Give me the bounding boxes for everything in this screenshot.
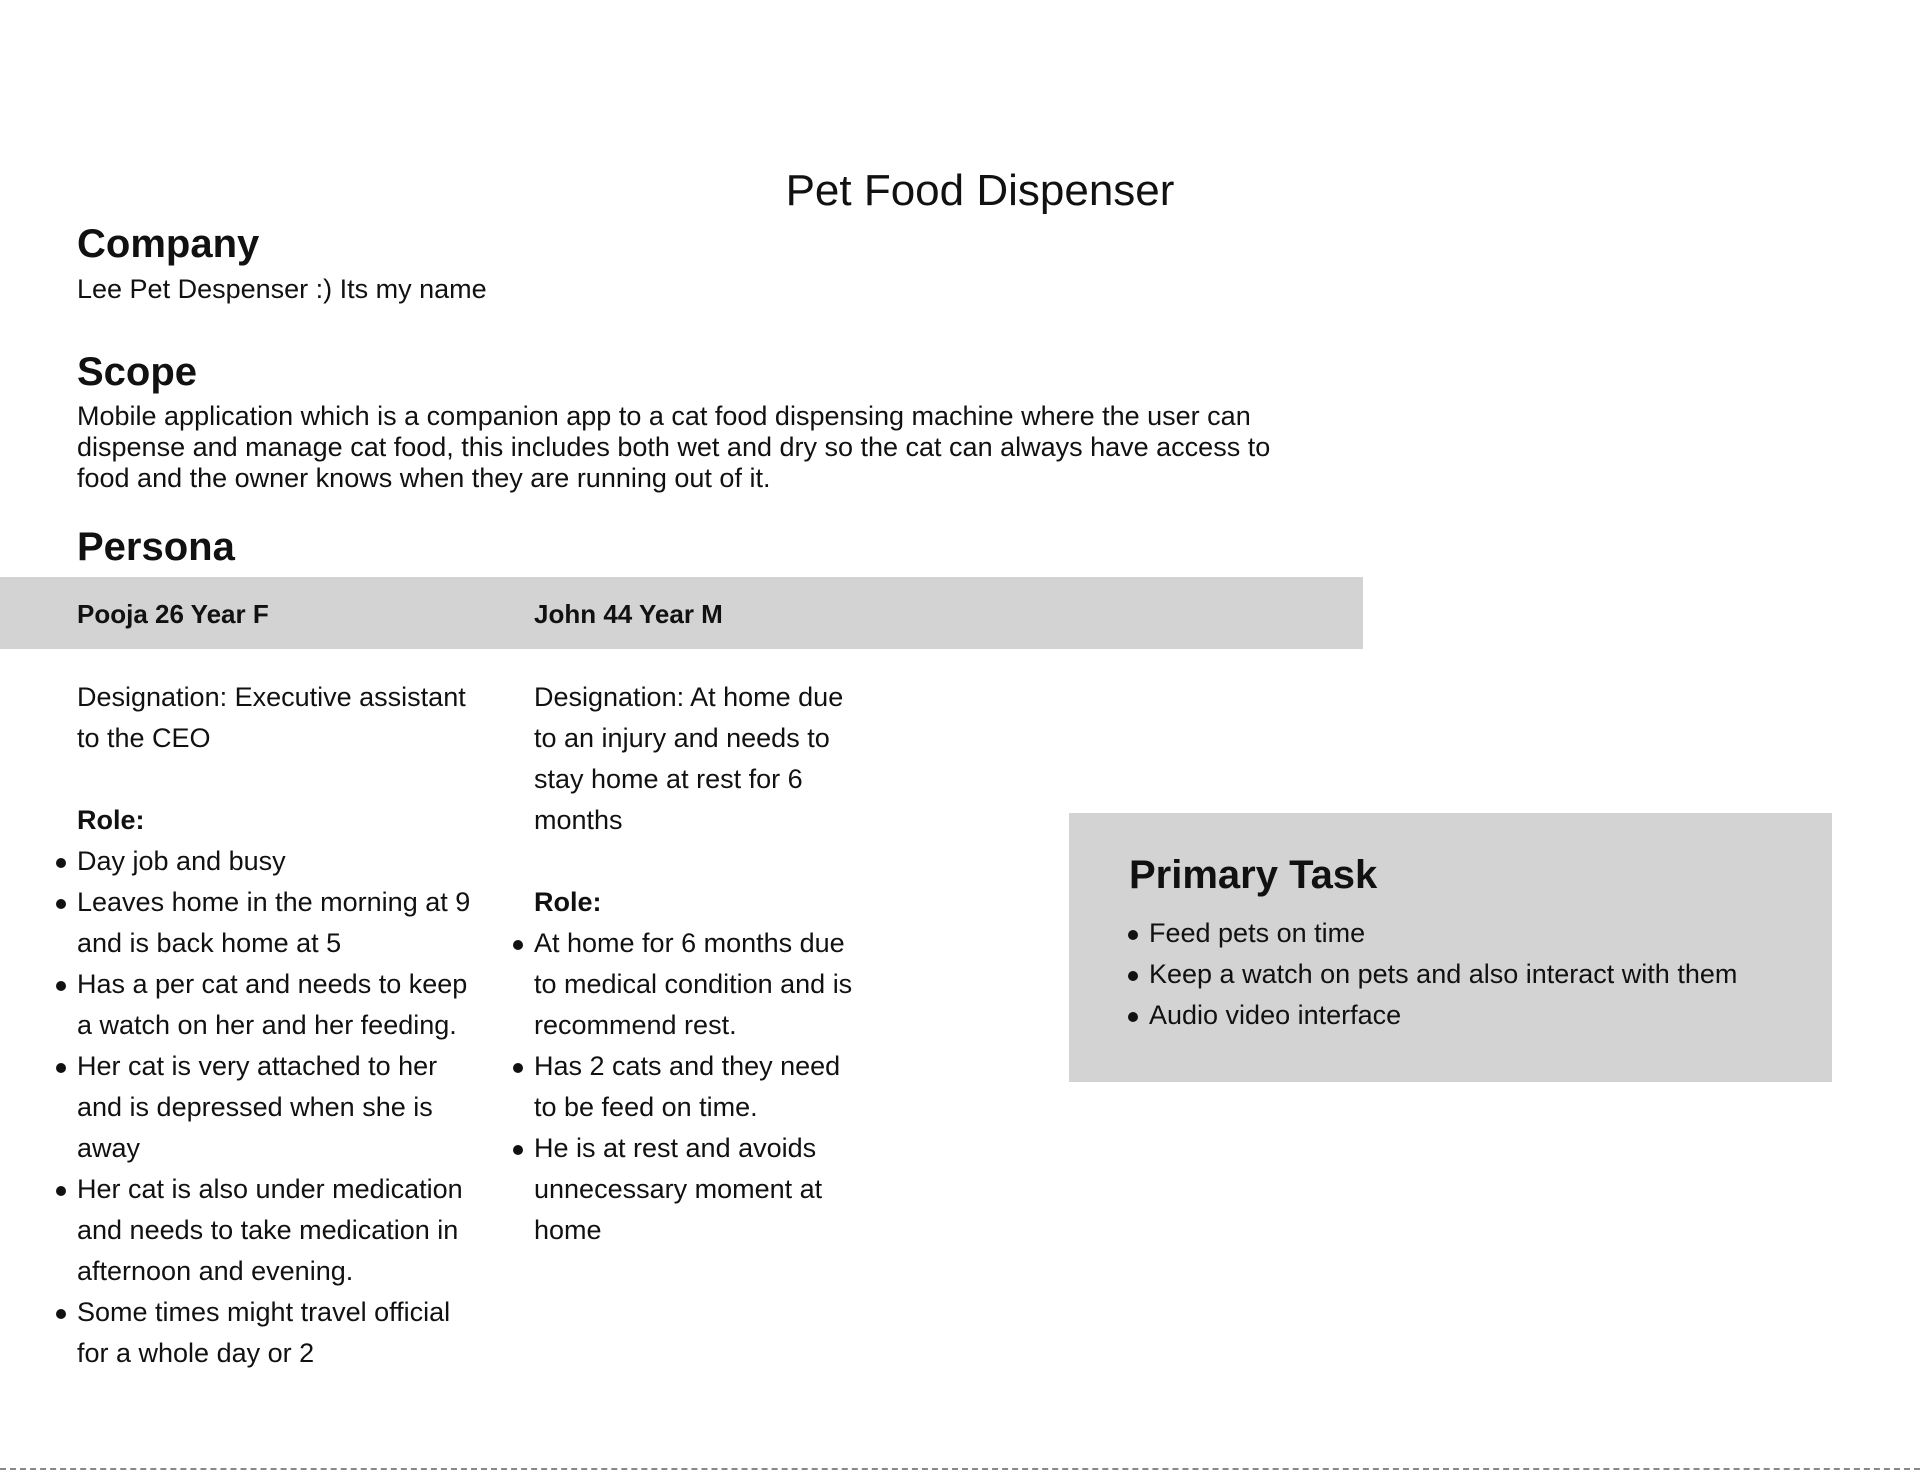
list-item: Day job and busy (56, 841, 477, 882)
role-list: At home for 6 months due to medical cond… (513, 923, 854, 1251)
list-item: Her cat is also under medication and nee… (56, 1169, 477, 1292)
persona-name-1: Pooja 26 Year F (77, 599, 269, 629)
role-label: Role: (77, 805, 145, 835)
persona-designation: Designation: Executive assistant to the … (77, 682, 466, 753)
primary-task-heading: Primary Task (1129, 853, 1378, 897)
scope-heading: Scope (77, 350, 198, 394)
scope-text: Mobile application which is a companion … (77, 401, 1271, 493)
primary-task-list: Feed pets on time Keep a watch on pets a… (1127, 913, 1737, 1036)
list-item: Some times might travel official for a w… (56, 1292, 477, 1374)
role-list: Day job and busy Leaves home in the morn… (56, 841, 477, 1374)
persona-designation: Designation: At home due to an injury an… (534, 682, 844, 835)
persona-header-band: Pooja 26 Year F John 44 Year M (0, 577, 1363, 649)
list-item: At home for 6 months due to medical cond… (513, 923, 854, 1046)
list-item: Keep a watch on pets and also interact w… (1127, 954, 1737, 995)
page-break-divider (0, 1468, 1920, 1470)
primary-task-box: Primary Task Feed pets on time Keep a wa… (1069, 813, 1832, 1082)
role-label: Role: (534, 887, 602, 917)
list-item: Has 2 cats and they need to be feed on t… (513, 1046, 854, 1128)
persona-column-1: Designation: Executive assistant to the … (56, 677, 477, 1374)
persona-heading: Persona (77, 525, 235, 569)
list-item: Her cat is very attached to her and is d… (56, 1046, 477, 1169)
list-item: Audio video interface (1127, 995, 1737, 1036)
list-item: Feed pets on time (1127, 913, 1737, 954)
persona-name-2: John 44 Year M (534, 599, 723, 629)
page-title: Pet Food Dispenser (785, 166, 1175, 215)
company-text: Lee Pet Despenser :) Its my name (77, 274, 487, 304)
list-item: Leaves home in the morning at 9 and is b… (56, 882, 477, 964)
list-item: He is at rest and avoids unnecessary mom… (513, 1128, 854, 1251)
list-item: Has a per cat and needs to keep a watch … (56, 964, 477, 1046)
company-heading: Company (77, 222, 260, 266)
persona-column-2: Designation: At home due to an injury an… (513, 677, 854, 1251)
